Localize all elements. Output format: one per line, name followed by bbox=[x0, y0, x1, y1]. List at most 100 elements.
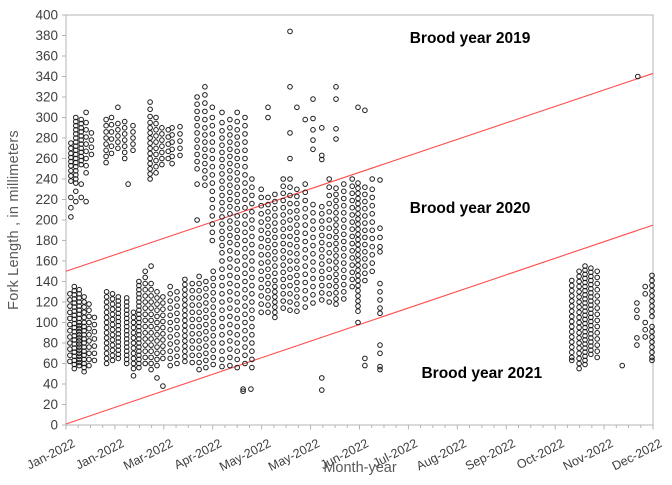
data-point bbox=[355, 185, 361, 191]
data-point bbox=[130, 147, 136, 154]
data-point bbox=[148, 330, 154, 336]
data-point bbox=[167, 298, 173, 304]
data-point bbox=[189, 352, 195, 359]
data-point bbox=[649, 339, 655, 345]
data-point bbox=[369, 268, 376, 275]
data-point bbox=[103, 304, 110, 310]
data-point bbox=[280, 240, 287, 247]
data-point bbox=[136, 323, 142, 330]
data-point bbox=[210, 325, 216, 332]
data-point bbox=[227, 338, 233, 344]
data-point bbox=[227, 248, 233, 254]
data-point bbox=[203, 300, 209, 306]
data-point bbox=[265, 266, 271, 273]
data-point bbox=[249, 217, 255, 223]
data-point bbox=[582, 345, 588, 351]
data-point bbox=[302, 304, 309, 310]
data-point bbox=[649, 344, 655, 350]
brood-year-annotation: Brood year 2019 bbox=[410, 30, 531, 47]
data-point bbox=[136, 319, 142, 326]
data-point bbox=[234, 266, 240, 273]
data-point bbox=[182, 348, 188, 355]
data-point bbox=[333, 84, 339, 90]
data-point bbox=[115, 120, 121, 127]
data-point bbox=[319, 268, 325, 275]
data-point bbox=[249, 348, 255, 355]
data-point bbox=[83, 134, 89, 140]
data-point bbox=[147, 130, 153, 136]
data-point bbox=[203, 364, 209, 371]
data-point bbox=[362, 234, 368, 241]
data-point bbox=[109, 342, 116, 348]
data-point bbox=[649, 313, 655, 320]
data-point bbox=[67, 309, 73, 316]
data-point bbox=[227, 182, 233, 188]
data-point bbox=[258, 309, 265, 316]
data-point bbox=[123, 311, 130, 318]
data-point bbox=[326, 266, 333, 273]
data-point bbox=[174, 332, 180, 338]
data-point bbox=[333, 259, 339, 265]
data-point bbox=[109, 332, 116, 338]
data-point bbox=[86, 362, 92, 369]
data-point bbox=[294, 294, 300, 300]
data-point bbox=[234, 258, 240, 264]
data-point bbox=[227, 211, 233, 217]
data-point bbox=[355, 211, 361, 217]
data-point bbox=[148, 280, 154, 287]
data-point bbox=[219, 207, 225, 213]
data-point bbox=[103, 116, 109, 123]
data-point bbox=[234, 307, 240, 314]
data-point bbox=[67, 297, 73, 303]
data-point bbox=[319, 290, 325, 296]
data-point bbox=[594, 280, 601, 287]
data-point bbox=[249, 209, 255, 215]
data-point bbox=[115, 339, 122, 345]
data-point bbox=[81, 348, 87, 355]
data-point bbox=[302, 238, 309, 245]
data-point bbox=[258, 284, 265, 291]
data-point bbox=[130, 360, 137, 367]
data-point bbox=[148, 286, 154, 293]
data-point bbox=[210, 361, 216, 368]
data-point bbox=[189, 302, 195, 308]
data-point bbox=[147, 176, 153, 182]
data-point bbox=[196, 359, 202, 366]
data-point bbox=[576, 304, 582, 310]
data-point bbox=[569, 282, 575, 289]
data-point bbox=[194, 166, 200, 172]
data-point bbox=[294, 236, 300, 243]
data-point bbox=[588, 269, 594, 276]
data-point bbox=[189, 323, 195, 330]
data-point bbox=[319, 239, 325, 246]
data-point bbox=[160, 306, 166, 313]
data-point bbox=[115, 139, 121, 145]
y-tick-label: 220 bbox=[35, 192, 58, 207]
data-point bbox=[194, 217, 200, 223]
data-point bbox=[194, 181, 200, 187]
data-point bbox=[242, 262, 248, 268]
data-point bbox=[242, 114, 248, 121]
data-point bbox=[210, 275, 216, 282]
data-point bbox=[202, 160, 208, 167]
data-point bbox=[196, 287, 202, 294]
data-point bbox=[355, 236, 361, 243]
data-point bbox=[265, 194, 271, 201]
data-point bbox=[142, 268, 148, 275]
data-point bbox=[287, 155, 293, 162]
data-point bbox=[265, 237, 271, 244]
data-point bbox=[182, 338, 188, 344]
data-point bbox=[194, 130, 200, 136]
data-point bbox=[242, 172, 248, 178]
data-point bbox=[302, 230, 309, 237]
data-point bbox=[219, 199, 225, 206]
data-point bbox=[355, 257, 361, 263]
data-point bbox=[242, 344, 248, 350]
data-point bbox=[153, 114, 159, 121]
data-point bbox=[234, 291, 240, 297]
data-point bbox=[167, 348, 173, 355]
data-point bbox=[242, 131, 248, 137]
data-point bbox=[326, 217, 333, 223]
data-point bbox=[349, 226, 356, 232]
data-point bbox=[167, 334, 173, 340]
